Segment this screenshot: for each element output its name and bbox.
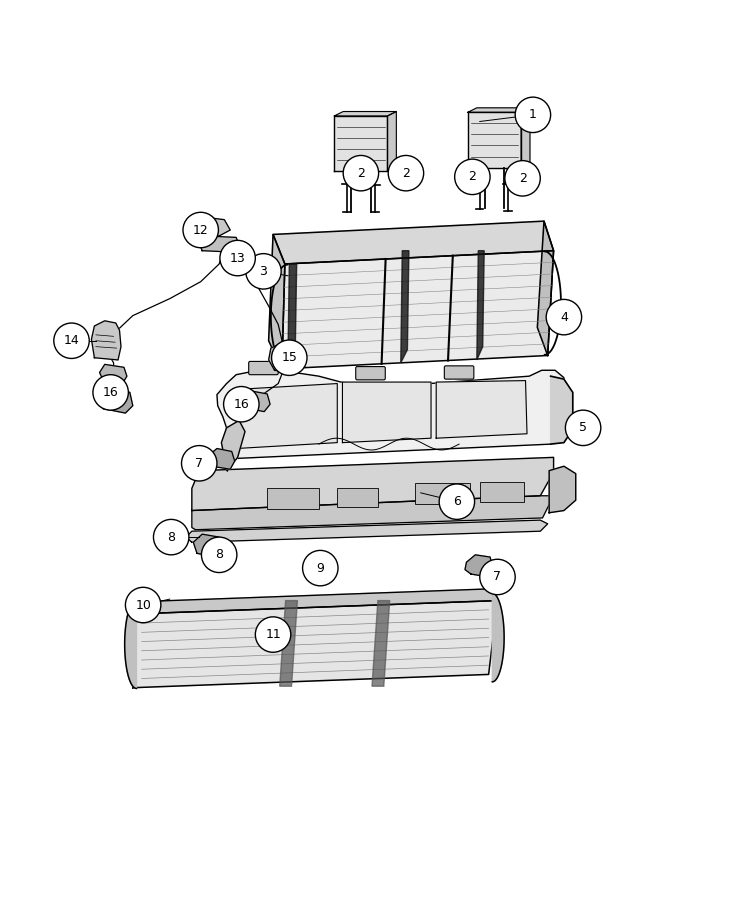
Text: 15: 15 bbox=[282, 351, 297, 364]
FancyBboxPatch shape bbox=[445, 365, 473, 379]
Polygon shape bbox=[468, 112, 521, 167]
Circle shape bbox=[202, 537, 237, 572]
Polygon shape bbox=[279, 600, 297, 686]
Circle shape bbox=[182, 446, 217, 481]
Polygon shape bbox=[465, 554, 493, 577]
Polygon shape bbox=[269, 342, 299, 374]
Text: 8: 8 bbox=[167, 531, 175, 544]
Polygon shape bbox=[192, 496, 554, 530]
Text: 10: 10 bbox=[135, 598, 151, 611]
Text: 7: 7 bbox=[494, 571, 502, 583]
Polygon shape bbox=[217, 370, 564, 459]
Polygon shape bbox=[342, 382, 431, 443]
Polygon shape bbox=[372, 600, 390, 686]
Polygon shape bbox=[130, 589, 497, 614]
FancyBboxPatch shape bbox=[356, 366, 385, 380]
Circle shape bbox=[54, 323, 89, 358]
Polygon shape bbox=[549, 466, 576, 513]
Text: 8: 8 bbox=[215, 548, 223, 562]
Text: 7: 7 bbox=[195, 457, 203, 470]
Polygon shape bbox=[133, 600, 497, 688]
Circle shape bbox=[220, 240, 256, 275]
Polygon shape bbox=[492, 593, 504, 682]
Text: 6: 6 bbox=[453, 495, 461, 508]
Polygon shape bbox=[476, 251, 484, 360]
Polygon shape bbox=[199, 236, 239, 252]
FancyBboxPatch shape bbox=[337, 489, 378, 507]
Text: 2: 2 bbox=[468, 170, 476, 184]
Circle shape bbox=[125, 588, 161, 623]
Text: 5: 5 bbox=[579, 421, 587, 435]
Circle shape bbox=[505, 160, 540, 196]
Text: 3: 3 bbox=[259, 265, 268, 278]
Circle shape bbox=[565, 410, 601, 446]
FancyBboxPatch shape bbox=[479, 482, 524, 501]
Polygon shape bbox=[468, 108, 530, 112]
Circle shape bbox=[224, 386, 259, 422]
Circle shape bbox=[302, 551, 338, 586]
Polygon shape bbox=[269, 234, 285, 369]
Polygon shape bbox=[192, 457, 554, 510]
Text: 4: 4 bbox=[560, 310, 568, 324]
Polygon shape bbox=[193, 535, 222, 557]
Circle shape bbox=[546, 300, 582, 335]
Circle shape bbox=[256, 616, 290, 652]
Polygon shape bbox=[208, 448, 235, 469]
Circle shape bbox=[455, 159, 490, 194]
FancyBboxPatch shape bbox=[268, 489, 319, 509]
Polygon shape bbox=[334, 112, 396, 116]
Circle shape bbox=[153, 519, 189, 554]
Polygon shape bbox=[401, 251, 409, 363]
Polygon shape bbox=[186, 520, 548, 543]
Polygon shape bbox=[97, 387, 133, 413]
Polygon shape bbox=[222, 420, 245, 471]
Polygon shape bbox=[521, 108, 530, 167]
Circle shape bbox=[93, 374, 128, 410]
Polygon shape bbox=[436, 381, 527, 438]
Polygon shape bbox=[282, 251, 554, 369]
Circle shape bbox=[479, 559, 515, 595]
Text: 9: 9 bbox=[316, 562, 325, 574]
Polygon shape bbox=[91, 320, 121, 360]
Polygon shape bbox=[551, 376, 573, 444]
Polygon shape bbox=[236, 383, 337, 448]
Polygon shape bbox=[334, 116, 388, 171]
Text: 2: 2 bbox=[519, 172, 527, 184]
Polygon shape bbox=[537, 221, 554, 356]
Polygon shape bbox=[288, 264, 296, 367]
Circle shape bbox=[343, 156, 379, 191]
Text: 1: 1 bbox=[529, 108, 536, 122]
Text: 16: 16 bbox=[103, 386, 119, 399]
Polygon shape bbox=[388, 112, 396, 171]
Text: 2: 2 bbox=[357, 166, 365, 180]
Circle shape bbox=[515, 97, 551, 132]
Polygon shape bbox=[124, 600, 136, 688]
FancyBboxPatch shape bbox=[249, 362, 278, 374]
Text: 14: 14 bbox=[64, 334, 79, 347]
Text: 2: 2 bbox=[402, 166, 410, 180]
Circle shape bbox=[246, 254, 281, 289]
Circle shape bbox=[272, 340, 307, 375]
Circle shape bbox=[183, 212, 219, 248]
Circle shape bbox=[439, 484, 474, 519]
Text: 13: 13 bbox=[230, 252, 245, 265]
Polygon shape bbox=[239, 391, 270, 411]
Polygon shape bbox=[273, 221, 554, 264]
Circle shape bbox=[388, 156, 424, 191]
FancyBboxPatch shape bbox=[415, 483, 470, 504]
Polygon shape bbox=[192, 218, 230, 236]
Polygon shape bbox=[99, 364, 127, 383]
Text: 12: 12 bbox=[193, 223, 208, 237]
Text: 11: 11 bbox=[265, 628, 281, 641]
Text: 16: 16 bbox=[233, 398, 249, 410]
